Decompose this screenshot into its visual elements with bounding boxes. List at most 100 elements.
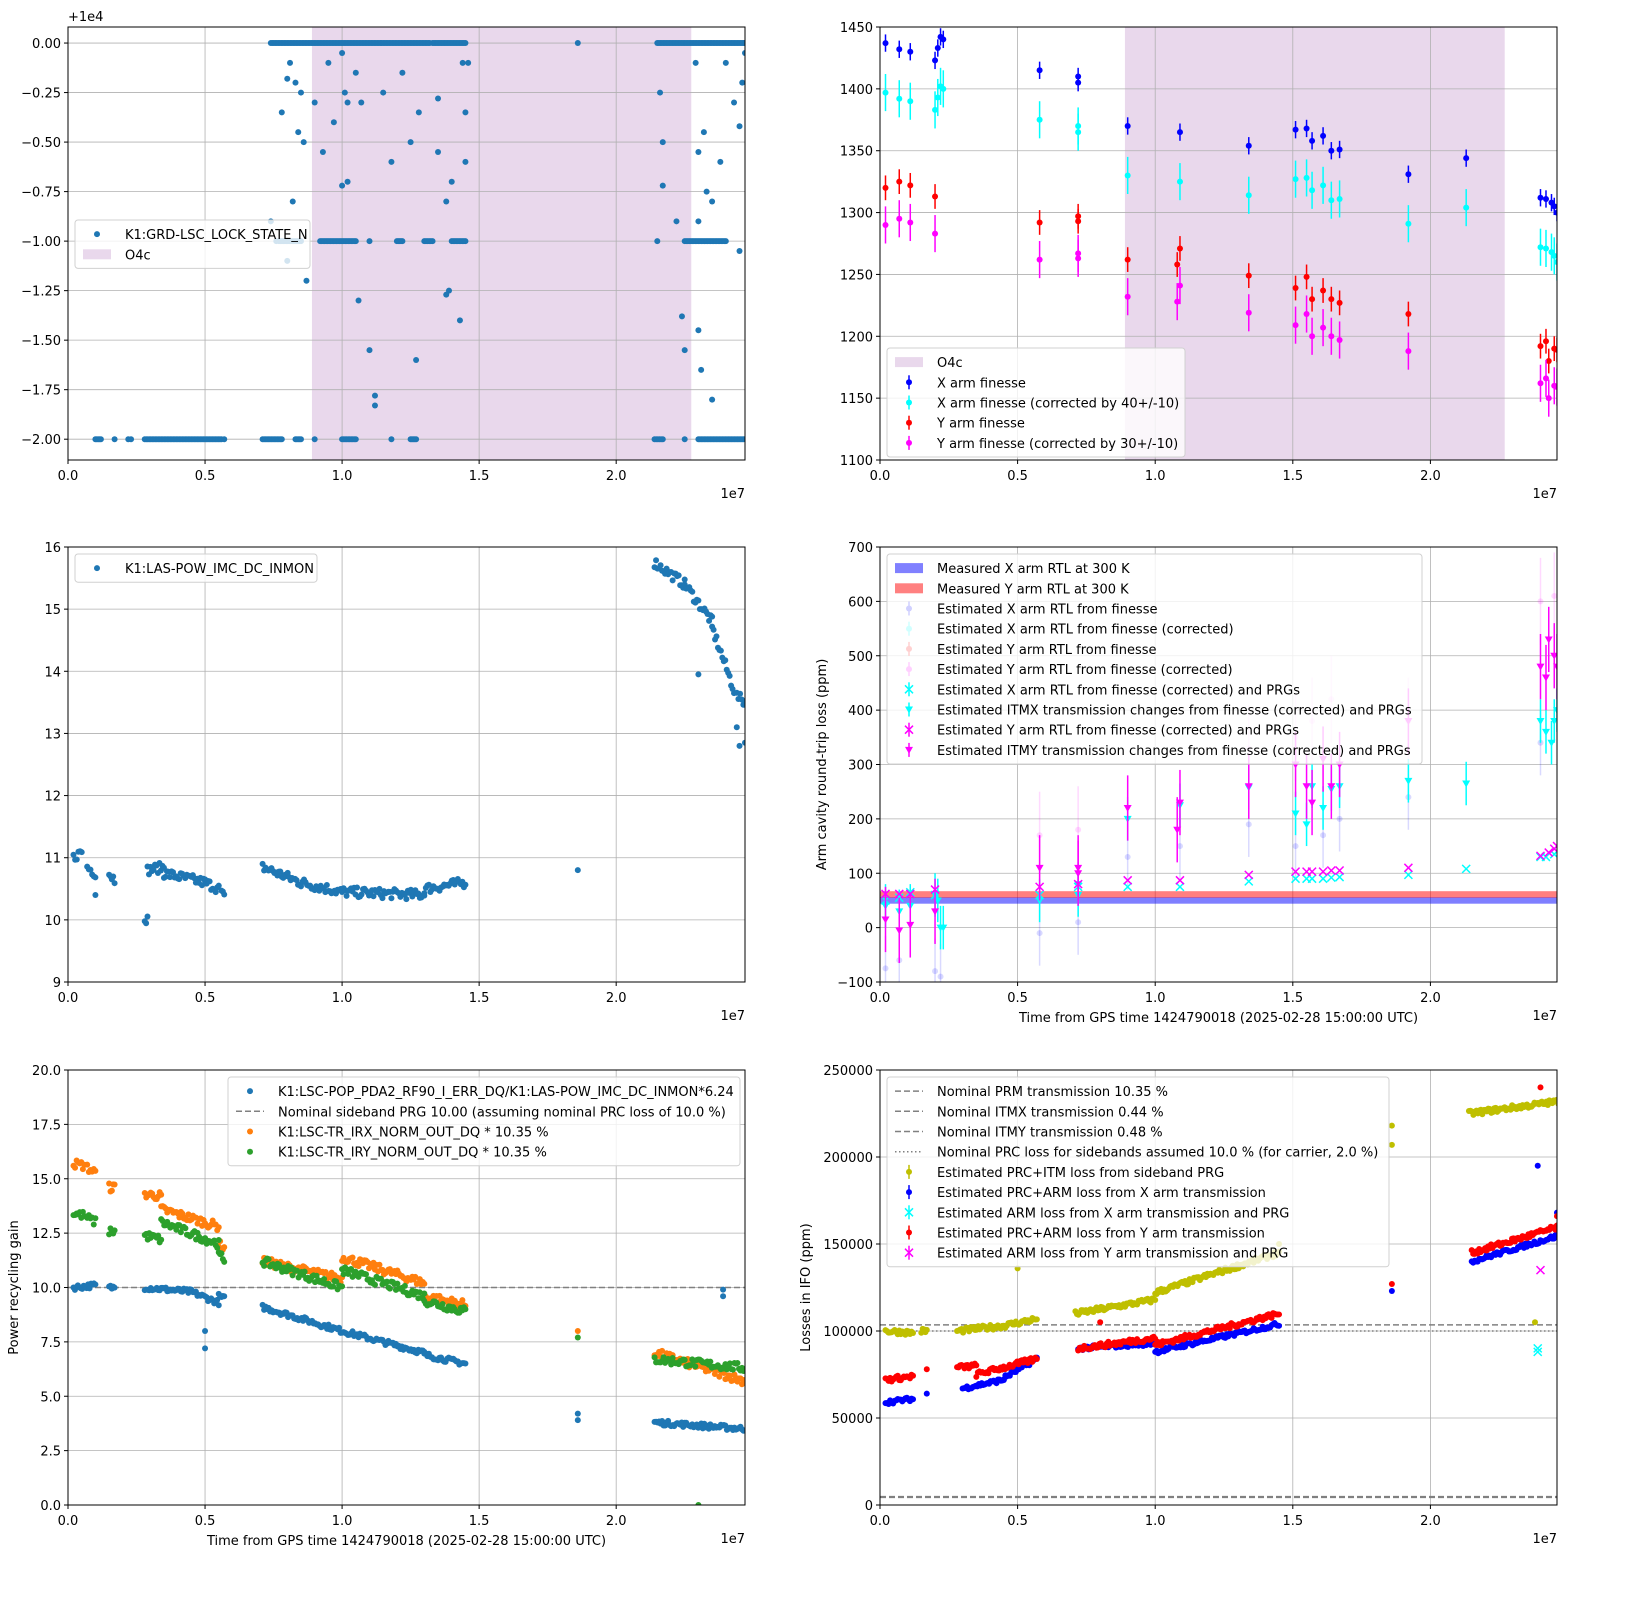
data-point xyxy=(1292,843,1299,850)
y-tick-label: 1150 xyxy=(840,392,873,407)
legend-label: Nominal PRM transmission 10.35 % xyxy=(937,1085,1168,1100)
data-point xyxy=(923,1390,930,1397)
data-point xyxy=(383,1278,390,1285)
data-point xyxy=(1403,863,1413,873)
legend-marker-icon xyxy=(906,379,912,386)
data-point xyxy=(1550,652,1557,660)
y-tick-label: 700 xyxy=(848,541,873,556)
data-point xyxy=(1328,333,1335,340)
data-point xyxy=(462,1306,469,1313)
data-point xyxy=(1463,155,1470,162)
data-point xyxy=(1174,298,1181,305)
data-point xyxy=(1556,1222,1557,1226)
data-point xyxy=(1244,876,1254,886)
data-point xyxy=(170,869,177,876)
legend-label: Estimated X arm RTL from finesse (correc… xyxy=(937,623,1234,638)
data-point xyxy=(297,89,304,96)
data-point xyxy=(1531,1319,1538,1326)
y-tick-label: 50000 xyxy=(832,1412,873,1427)
legend-entry: O4c xyxy=(83,248,151,263)
data-point xyxy=(651,1354,658,1361)
data-point xyxy=(462,1360,469,1367)
data-point xyxy=(92,874,99,881)
data-point xyxy=(681,347,688,354)
y-tick-label: 20.0 xyxy=(32,1064,61,1079)
data-point xyxy=(1036,219,1043,226)
legend-label: Estimated Y arm RTL from finesse xyxy=(937,643,1157,658)
x-tick-label: 1.0 xyxy=(1145,469,1166,484)
data-point xyxy=(1537,380,1544,387)
data-point xyxy=(1173,826,1182,834)
data-point xyxy=(1335,872,1345,882)
legend-marker-icon xyxy=(904,684,914,694)
legend-label: Estimated X arm RTL from finesse xyxy=(937,603,1157,618)
data-point xyxy=(386,1285,393,1292)
data-point xyxy=(177,1229,184,1236)
legend-entry: Y arm finesse (corrected by 30+/-10) xyxy=(906,435,1178,452)
data-point xyxy=(292,79,299,86)
x-tick-label: 0.0 xyxy=(58,469,79,484)
data-point xyxy=(358,891,365,898)
y-tick-label: −2.00 xyxy=(21,433,61,448)
y-tick-label: 2.5 xyxy=(40,1445,61,1460)
data-point xyxy=(462,238,469,245)
x-offset-text: 1e7 xyxy=(1532,1009,1557,1024)
legend-entry: K1:LSC-TR_IRY_NORM_OUT_DQ * 10.35 % xyxy=(247,1146,547,1161)
x-tick-label: 1.5 xyxy=(469,469,490,484)
x-tick-label: 2.0 xyxy=(606,469,627,484)
series-3 xyxy=(882,169,1557,374)
data-point xyxy=(894,889,904,899)
data-point xyxy=(421,890,428,897)
legend-label: Estimated ITMX transmission changes from… xyxy=(937,704,1412,719)
data-point xyxy=(333,1278,340,1285)
legend-patch-icon xyxy=(895,357,923,368)
y-tick-label: 10.0 xyxy=(32,1282,61,1297)
data-point xyxy=(84,1161,91,1168)
data-point xyxy=(344,178,351,185)
data-point xyxy=(321,1276,328,1283)
data-point xyxy=(1124,256,1131,263)
data-point xyxy=(456,317,463,324)
data-point xyxy=(932,106,939,113)
subplot-1: 0.0 0.5 1.0 1.5 2.0 0.00 −0.25 −0.50 −0.75 −1.00 −… xyxy=(21,10,746,502)
data-point xyxy=(462,40,469,47)
data-point xyxy=(202,1328,209,1334)
legend-label: Estimated Y arm RTL from finesse (correc… xyxy=(937,663,1233,678)
data-point xyxy=(399,69,406,76)
y-tick-label: −1.75 xyxy=(21,384,61,399)
data-point xyxy=(211,1237,218,1244)
data-point xyxy=(1244,783,1253,791)
data-point xyxy=(1176,282,1183,289)
legend: K1:GRD-LSC_LOCK_STATE_N O4c xyxy=(74,219,311,269)
x-offset-text: 1e7 xyxy=(1532,1532,1557,1547)
data-point xyxy=(1276,1322,1283,1329)
data-point xyxy=(1537,244,1544,251)
data-point xyxy=(706,617,713,624)
legend-box xyxy=(74,219,311,269)
x-tick-label: 0.0 xyxy=(870,469,891,484)
data-point xyxy=(1405,171,1412,178)
data-point xyxy=(1307,874,1317,884)
legend-label: Estimated PRC+ARM loss from Y arm transm… xyxy=(937,1227,1265,1242)
data-point xyxy=(574,1334,581,1341)
y-tick-label: 5.0 xyxy=(40,1390,61,1405)
data-point xyxy=(678,313,685,320)
data-point xyxy=(1550,718,1557,725)
legend-marker-icon xyxy=(94,231,100,238)
legend-label: Nominal ITMX transmission 0.44 % xyxy=(937,1105,1164,1120)
y-tick-label: −100 xyxy=(837,976,873,991)
y-tick-label: 12 xyxy=(44,790,61,805)
data-point xyxy=(349,1254,356,1261)
data-point xyxy=(294,1267,301,1274)
data-point xyxy=(1292,176,1299,183)
data-point xyxy=(1327,783,1336,791)
data-point xyxy=(412,1273,419,1280)
axes-frame xyxy=(879,26,1558,461)
data-point xyxy=(72,1164,79,1171)
data-point xyxy=(1542,245,1549,252)
data-point xyxy=(202,1345,209,1352)
data-point xyxy=(1035,864,1044,872)
data-point xyxy=(881,916,890,924)
legend-label: Measured X arm RTL at 300 K xyxy=(937,562,1130,577)
data-point xyxy=(284,75,291,82)
